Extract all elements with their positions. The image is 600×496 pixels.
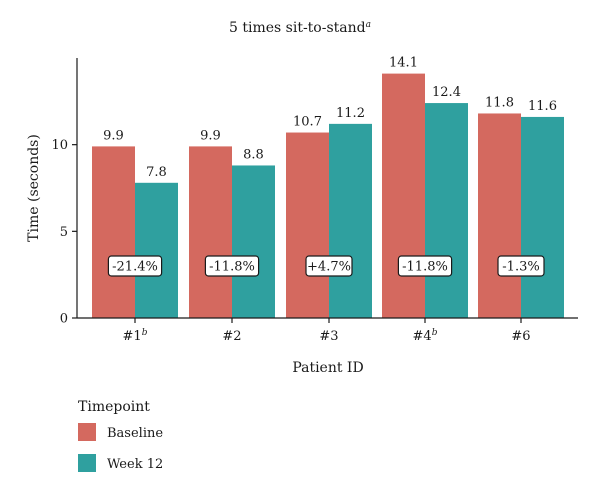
x-tick-id: #6: [511, 329, 530, 344]
x-ticks-group: #1b #2 #3 #4b #6: [123, 318, 531, 344]
legend-label-baseline: Baseline: [107, 426, 163, 441]
x-tick-id: #3: [319, 329, 338, 344]
change-label-box: [107, 255, 163, 277]
legend-label-week-12: Week 12: [107, 457, 163, 472]
change-label-box: [204, 255, 260, 277]
value-label-baseline-4: 14.1: [389, 56, 418, 71]
y-tick-label: 0: [60, 312, 68, 327]
change-label-box: [397, 255, 453, 277]
value-labels-group: 9.9 9.9 10.7 14.1 11.8 7.8 8.8 11.2 12.4 11.6: [103, 56, 557, 180]
x-tick-id: #1: [123, 329, 142, 344]
y-axis-label: Time (seconds): [26, 134, 42, 242]
value-label-week-12-3: 11.2: [336, 106, 365, 121]
x-tick-label: #3: [319, 329, 338, 344]
change-label-5: -1.3%: [497, 255, 545, 277]
value-label-week-12-1: 7.8: [146, 165, 167, 180]
x-tick-label: #4b: [413, 328, 438, 344]
bar-week-12-2: [232, 165, 275, 318]
x-tick-label: #1b: [123, 328, 148, 344]
chart-title-superscript: a: [366, 20, 371, 30]
change-label-1: -21.4%: [107, 255, 163, 277]
bar-week-12-4: [425, 103, 468, 318]
change-label-2: -11.8%: [204, 255, 260, 277]
y-tick-label: 5: [60, 225, 68, 240]
bar-week-12-3: [329, 123, 372, 318]
x-tick-label: #6: [511, 329, 530, 344]
chart-title: 5 times sit-to-standa: [229, 20, 371, 36]
value-label-baseline-5: 11.8: [485, 95, 514, 110]
x-tick-id: #2: [222, 329, 241, 344]
bar-baseline-5: [478, 113, 521, 318]
change-label-4: -11.8%: [397, 255, 453, 277]
change-label-box: [497, 255, 545, 277]
legend-title: Timepoint: [78, 399, 150, 415]
change-label-text: -11.8%: [209, 260, 255, 275]
legend: Timepoint Baseline Week 12: [78, 399, 163, 472]
change-label-text: +4.7%: [307, 260, 351, 275]
x-axis-label: Patient ID: [292, 360, 363, 376]
bar-week-12-1: [135, 182, 178, 318]
x-tick-id: #4: [413, 329, 432, 344]
bar-baseline-3: [286, 132, 329, 318]
change-labels-group: -21.4% -11.8% +4.7% -11.8% -1.3%: [107, 255, 545, 277]
x-tick-superscript: b: [432, 328, 438, 338]
y-ticks-group: 0 5 10: [51, 138, 77, 327]
legend-swatch-baseline: [78, 423, 96, 441]
bar-baseline-1: [92, 146, 135, 318]
value-label-week-12-4: 12.4: [432, 85, 461, 100]
change-label-text: -1.3%: [502, 260, 539, 275]
x-tick-superscript: b: [142, 328, 148, 338]
bar-baseline-2: [189, 146, 232, 318]
x-tick-label: #2: [222, 329, 241, 344]
bars-group: [92, 73, 564, 318]
value-label-week-12-2: 8.8: [243, 147, 264, 162]
change-label-text: -21.4%: [112, 260, 158, 275]
y-tick-label: 10: [51, 138, 68, 153]
value-label-week-12-5: 11.6: [528, 99, 557, 114]
value-label-baseline-1: 9.9: [103, 128, 124, 143]
legend-swatch-week-12: [78, 454, 96, 472]
value-label-baseline-2: 9.9: [200, 128, 221, 143]
value-label-baseline-3: 10.7: [293, 115, 322, 130]
change-label-text: -11.8%: [402, 260, 448, 275]
change-label-3: +4.7%: [305, 255, 353, 277]
bar-week-12-5: [521, 116, 564, 318]
bar-baseline-4: [382, 73, 425, 318]
change-label-box: [305, 255, 353, 277]
